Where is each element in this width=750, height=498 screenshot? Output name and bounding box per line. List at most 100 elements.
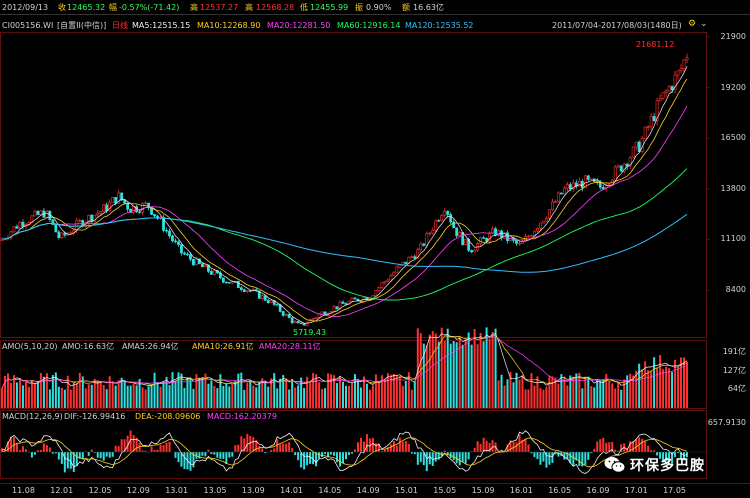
macd-histogram-bar (410, 452, 413, 454)
panel-frames (0, 14, 750, 484)
macd-histogram-bar (345, 452, 347, 460)
candle-body (18, 221, 22, 229)
macd-histogram-bar (78, 452, 81, 459)
candle-body (201, 263, 204, 268)
candle-body (545, 217, 548, 222)
amo-bar (530, 373, 533, 408)
candle-body (320, 311, 324, 315)
date-tick: 12.05 (88, 486, 112, 495)
candle-body (171, 235, 174, 242)
amo-bar (216, 388, 219, 408)
amo-bar (563, 376, 566, 408)
period-label[interactable]: 日线 (112, 21, 128, 30)
price-tick: 16500 (720, 133, 746, 143)
candle-body (539, 222, 542, 229)
candle-body (682, 59, 686, 69)
candle-body (383, 281, 387, 284)
macd-histogram-bar (350, 452, 353, 454)
date-range[interactable]: 2011/07/04-2017/08/03(1480日) (552, 21, 682, 30)
candle-body (643, 126, 647, 139)
amo-bar (371, 385, 374, 408)
amo-bar (303, 387, 306, 408)
collapse-icon[interactable]: ⌄ (700, 19, 708, 29)
amo-bar (30, 381, 33, 408)
amo-bar (168, 385, 171, 408)
amo-bar (318, 382, 321, 408)
price-tick: 8400 (725, 285, 746, 294)
macd-histogram-bar (234, 445, 237, 452)
macd-histogram-bar (665, 452, 668, 461)
amo-bar (383, 379, 386, 408)
highest-value: 12568.28 (256, 3, 295, 12)
amo-bar (102, 384, 105, 408)
settings-icon[interactable]: ⚙ (688, 19, 697, 29)
macd-legend: MACD(12,26,9) DIF:-126.99416 DEA:-208.09… (2, 412, 362, 424)
amo-bar (186, 377, 189, 408)
candle-body (305, 322, 309, 326)
amo-bar (551, 376, 554, 408)
amo-bar (99, 381, 102, 408)
macd-histogram-bar (6, 441, 9, 452)
amo-bar (132, 383, 135, 408)
highest-label: 高 (245, 3, 253, 12)
macd-histogram-bar (539, 452, 542, 465)
macd-histogram-bar (617, 450, 620, 452)
candle-body (221, 277, 225, 283)
macd-histogram-bar (524, 438, 527, 452)
candle-body (482, 237, 486, 239)
amo-bar (345, 385, 347, 408)
amo-bar (437, 341, 440, 408)
amo-bar (120, 377, 123, 408)
amo-bar (359, 387, 362, 408)
candle-body (335, 306, 339, 309)
amo-bar (446, 328, 449, 408)
amo-bar (294, 387, 297, 408)
macd-histogram-bar (386, 447, 389, 452)
candle-body (105, 204, 109, 212)
dif-value: DIF:-126.99416 (64, 412, 126, 421)
macd-histogram-bar (530, 452, 533, 454)
macd-histogram-bar (656, 452, 659, 456)
candle-body (174, 240, 177, 243)
amo-bar (575, 373, 578, 408)
amo-bar (135, 385, 138, 408)
candle-body (658, 98, 662, 102)
amo-bar (566, 385, 569, 408)
amo-bar (48, 389, 51, 408)
macd-histogram-bar (132, 435, 135, 452)
amo-bar (641, 369, 644, 408)
amo-bar (467, 332, 470, 408)
macd-histogram-bar (650, 450, 653, 452)
amo-bar (386, 373, 389, 408)
amo-bar (623, 379, 626, 408)
candle-body (550, 201, 554, 211)
candle-body (212, 270, 216, 275)
macd-histogram-bar (336, 452, 339, 463)
macd-histogram-bar (204, 452, 207, 457)
adjust-mode: [自置II(中信)] (57, 21, 107, 30)
macd-histogram-bar (536, 452, 539, 460)
macd-histogram-bar (162, 445, 165, 452)
macd-histogram-bar (509, 440, 512, 452)
macd-histogram-bar (159, 444, 162, 452)
macd-histogram-bar (48, 447, 51, 452)
macd-histogram-bar (620, 444, 623, 452)
amo-bar (36, 381, 39, 408)
amo-bar (647, 370, 650, 408)
amo-bar (141, 387, 144, 408)
macd-histogram-bar (437, 452, 440, 460)
amo-bar (545, 386, 548, 408)
macd-histogram-bar (662, 452, 665, 463)
amo-bar (138, 378, 141, 408)
amo-bar (659, 355, 662, 408)
macd-histogram-bar (87, 452, 90, 456)
date-tick: 13.05 (203, 486, 227, 495)
macd-histogram-bar (377, 443, 380, 452)
candle-body (269, 300, 273, 303)
macd-histogram-bar (446, 452, 449, 456)
amo-bar (620, 389, 623, 408)
macd-histogram-bar (339, 452, 342, 467)
macd-histogram-bar (353, 449, 356, 452)
amo-bar (93, 378, 96, 408)
